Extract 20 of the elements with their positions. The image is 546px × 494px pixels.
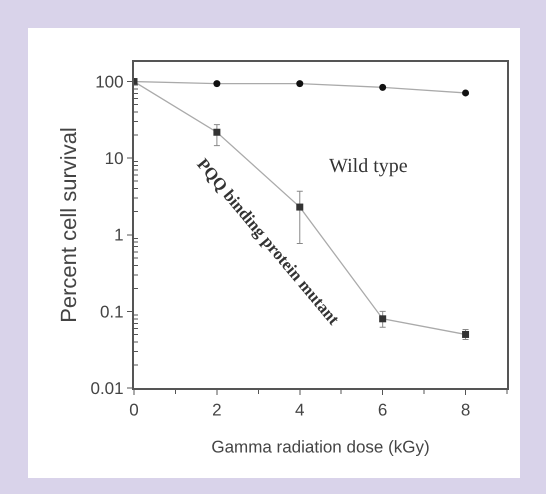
y-axis-title: Percent cell survival bbox=[56, 127, 81, 323]
y-tick-label: 0.1 bbox=[100, 302, 124, 322]
y-tick-label: 10 bbox=[104, 149, 124, 168]
point bbox=[379, 84, 386, 91]
x-tick-label: 6 bbox=[378, 400, 388, 420]
x-tick-label: 2 bbox=[212, 400, 222, 420]
y-tick-label: 0.01 bbox=[90, 378, 124, 398]
y-tick-label: 1 bbox=[114, 226, 124, 245]
point bbox=[296, 80, 304, 88]
y-tick-label: 100 bbox=[95, 72, 124, 92]
point bbox=[379, 315, 386, 322]
point bbox=[462, 89, 470, 96]
x-axis-title: Gamma radiation dose (kGy) bbox=[211, 437, 430, 456]
point bbox=[213, 128, 220, 136]
point bbox=[296, 204, 304, 211]
x-tick-label: 8 bbox=[460, 400, 470, 420]
point bbox=[213, 80, 220, 88]
annotation: Wild type bbox=[329, 155, 408, 177]
x-tick-label: 0 bbox=[129, 400, 139, 420]
x-tick-label: 4 bbox=[295, 400, 305, 420]
